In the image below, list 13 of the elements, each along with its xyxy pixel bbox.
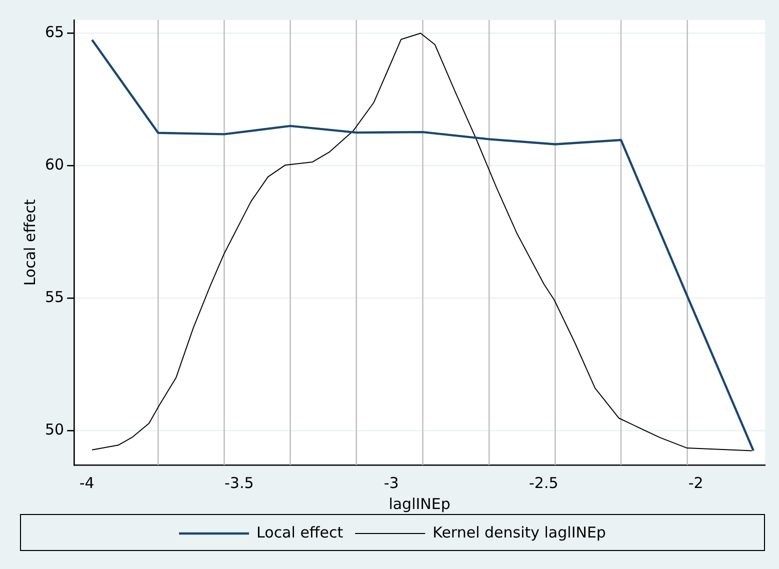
legend-label: Local effect xyxy=(256,523,344,542)
y-tick-label: 65 xyxy=(44,23,64,42)
legend-label: Kernel density laglINEp xyxy=(432,523,606,542)
y-tick-label: 50 xyxy=(44,420,64,438)
x-tick-label: -2 xyxy=(688,474,704,492)
x-axis-title: laglINEp xyxy=(388,494,450,513)
x-tick-label: -3.5 xyxy=(224,474,254,492)
y-tick-label: 55 xyxy=(44,288,64,306)
x-tick-label: -2.5 xyxy=(528,474,558,492)
x-tick-label: -4 xyxy=(79,474,94,492)
x-tick-label: -3 xyxy=(384,474,399,492)
y-tick-label: 60 xyxy=(44,156,64,174)
y-axis-title: Local effect xyxy=(20,199,39,286)
